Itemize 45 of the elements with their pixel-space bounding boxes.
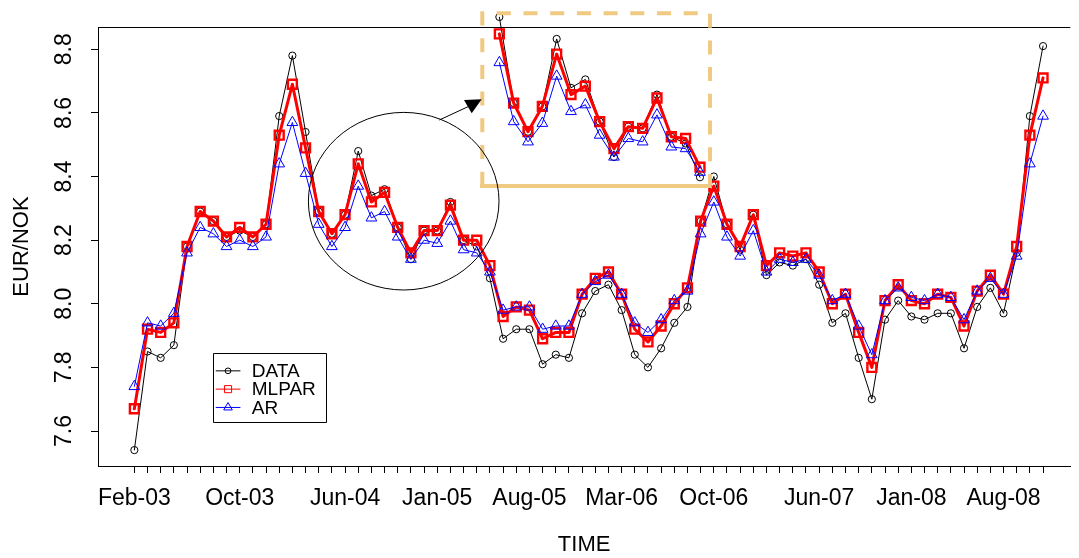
point: [679, 141, 692, 153]
point: [581, 75, 590, 84]
x-tick-label: Aug-08: [966, 484, 1041, 511]
point: [695, 173, 705, 182]
y-axis-title: EUR/NOK: [8, 196, 34, 297]
x-axis-title: TIME: [557, 530, 611, 556]
point: [694, 165, 706, 176]
point: [665, 140, 678, 151]
x-tick-label: Jan-05: [402, 484, 473, 511]
point: [552, 34, 561, 44]
x-tick-label: Oct-06: [679, 484, 749, 511]
point: [565, 104, 577, 116]
point: [593, 128, 606, 139]
point: [652, 90, 662, 99]
x-tick-label: Aug-05: [492, 484, 567, 511]
point: [522, 135, 534, 146]
point: [651, 92, 663, 104]
x-tick-label: Jan-08: [876, 484, 947, 511]
y-tick-label: 8.4: [50, 160, 77, 193]
point: [507, 114, 520, 126]
x-tick-label: Mar-06: [585, 484, 659, 511]
x-tick-label: Feb-03: [97, 484, 171, 511]
x-tick-label: Jun-04: [309, 484, 381, 511]
point: [493, 28, 506, 40]
point: [579, 98, 592, 109]
point: [579, 80, 591, 92]
x-tick-label: Jun-07: [783, 484, 855, 511]
point: [651, 108, 663, 119]
y-tick-label: 7.6: [50, 415, 77, 447]
point: [608, 142, 620, 155]
point: [536, 116, 549, 127]
point: [622, 131, 635, 143]
point: [551, 48, 563, 60]
y-tick-label: 7.8: [50, 351, 77, 384]
y-tick-label: 8.8: [50, 33, 77, 66]
y-tick-label: 8.6: [50, 96, 77, 129]
point: [565, 88, 577, 101]
x-tick-label: Oct-03: [205, 484, 275, 511]
point: [694, 161, 706, 173]
point: [493, 55, 506, 67]
point: [550, 69, 563, 80]
point: [636, 135, 649, 146]
y-tick-label: 8.2: [50, 224, 77, 257]
point: [679, 132, 692, 145]
y-tick-label: 8.0: [50, 287, 77, 320]
